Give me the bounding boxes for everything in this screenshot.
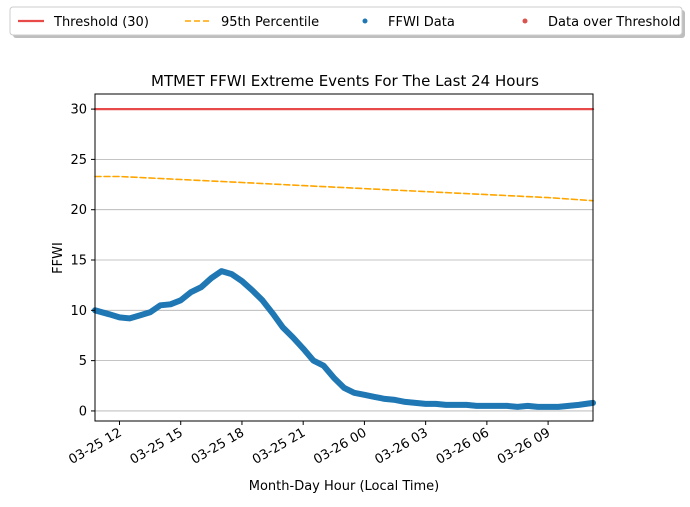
x-tick-label: 03-26 03 [373, 425, 431, 467]
y-tick-label: 10 [70, 304, 87, 319]
x-tick-label: 03-26 09 [495, 425, 553, 467]
x-tick-label: 03-25 12 [66, 425, 124, 467]
legend: Threshold (30) 95th Percentile FFWI Data Da… [9, 6, 685, 38]
legend-label-ffwi-data: FFWI Data [388, 15, 455, 30]
x-tick-label: 03-26 06 [434, 425, 492, 467]
y-tick-label: 5 [79, 354, 87, 369]
x-tick-label: 03-25 21 [250, 425, 308, 467]
x-axis: 03-25 12 03-25 15 03-25 18 03-25 21 03-26 00… [66, 421, 553, 468]
y-tick-label: 20 [70, 203, 87, 218]
x-tick-label: 03-26 00 [311, 425, 369, 467]
y-tick-label: 15 [70, 254, 87, 269]
legend-label-threshold-30: Threshold (30) [53, 15, 149, 30]
plot-frame [94, 93, 594, 422]
legend-swatch-ffwi-data [362, 18, 368, 24]
legend-swatch-data-over-threshold [522, 18, 528, 24]
y-axis: 0 5 10 15 20 25 30 [70, 103, 95, 419]
x-axis-label: Month-Day Hour (Local Time) [249, 479, 439, 494]
x-tick-label: 03-25 15 [128, 425, 186, 467]
y-tick-label: 25 [70, 153, 87, 168]
chart-title: MTMET FFWI Extreme Events For The Last 2… [151, 72, 539, 90]
legend-label-data-over-threshold: Data over Threshold [548, 15, 680, 30]
x-tick-label: 03-25 18 [189, 425, 247, 467]
y-axis-label: FFWI [51, 242, 66, 274]
y-tick-label: 0 [79, 404, 87, 419]
legend-label-95th-percentile: 95th Percentile [221, 15, 319, 30]
y-tick-label: 30 [70, 103, 87, 118]
ffwi-data-series [92, 268, 596, 410]
grid-lines [95, 108, 593, 412]
95th-percentile-series [94, 175, 594, 202]
plot-area [92, 107, 596, 410]
